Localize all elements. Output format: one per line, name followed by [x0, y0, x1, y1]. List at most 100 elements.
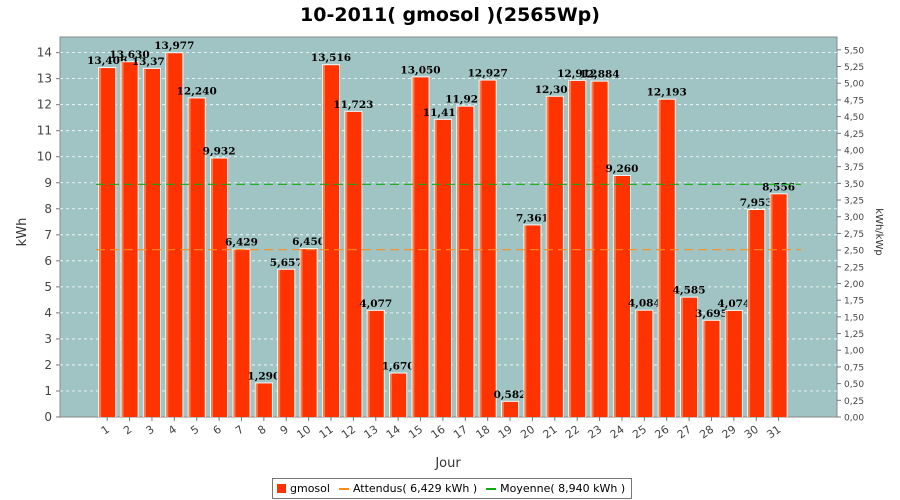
y2-tick-label: 5,50: [844, 46, 864, 56]
bar: [143, 68, 161, 418]
bar-highlight: [211, 158, 214, 417]
data-label: 6,450: [292, 236, 325, 248]
data-label: 5,657: [270, 257, 303, 269]
data-label: 11,416: [423, 107, 463, 119]
y2-tick-label: 4,00: [844, 146, 864, 156]
data-label: 4,585: [673, 285, 706, 297]
x-tick-label: 26: [653, 423, 672, 442]
bar: [367, 310, 384, 417]
bar-highlight: [569, 80, 572, 417]
legend-swatch-attendus: [338, 487, 349, 490]
data-label: 12,304: [535, 84, 575, 96]
x-tick-label: 15: [406, 423, 425, 442]
bar: [278, 269, 295, 417]
legend-swatch-moyenne: [486, 487, 497, 490]
chart-title: 10-2011( gmosol )(2565Wp): [300, 4, 600, 26]
x-tick-label: 25: [630, 423, 649, 442]
bar-highlight: [278, 269, 281, 417]
x-tick-label: 30: [742, 423, 761, 442]
legend-item-attendus: Attendus( 6,429 kWh ): [338, 482, 478, 495]
y2-tick-label: 1,00: [844, 347, 864, 357]
bar-highlight: [613, 175, 616, 417]
bar-highlight: [457, 106, 460, 417]
y-tick-label: 9: [44, 176, 52, 190]
bar-highlight: [501, 401, 504, 417]
y2-tick-label: 0,75: [844, 363, 864, 373]
y-tick-label: 10: [37, 150, 52, 164]
bar-highlight: [255, 383, 258, 417]
bar-highlight: [725, 310, 728, 417]
bar-highlight: [322, 65, 325, 418]
legend-label-gmosol: gmosol: [290, 482, 330, 495]
bar: [725, 310, 742, 417]
bar: [457, 106, 474, 417]
y-tick-label: 14: [37, 46, 52, 60]
y2-axis-label: kWh/kWp: [873, 208, 884, 255]
bar: [703, 320, 720, 417]
data-label: 13,050: [400, 64, 440, 76]
legend-item-moyenne: Moyenne( 8,940 kWh ): [486, 482, 625, 495]
bar-highlight: [434, 119, 437, 418]
bar: [546, 96, 563, 417]
x-tick-label: 8: [255, 423, 268, 438]
y-tick-label: 0: [44, 410, 52, 424]
data-label: 12,927: [468, 68, 508, 80]
bar-highlight: [636, 310, 639, 417]
x-tick-label: 2: [121, 423, 134, 438]
data-label: 8,556: [762, 181, 795, 193]
bar: [255, 383, 272, 417]
y2-tick-label: 1,50: [844, 313, 864, 323]
data-label: 12,193: [647, 87, 687, 99]
x-tick-label: 18: [473, 423, 492, 442]
y-tick-label: 4: [44, 306, 52, 320]
x-tick-label: 14: [384, 423, 403, 442]
x-tick-label: 10: [294, 423, 313, 442]
bar: [636, 310, 653, 417]
data-label: 7,953: [740, 197, 773, 209]
data-label: 13,977: [154, 40, 194, 52]
data-label: 9,932: [203, 145, 236, 157]
y-tick-label: 7: [44, 228, 52, 242]
x-tick-label: 3: [143, 423, 156, 438]
data-label: 12,884: [579, 69, 619, 81]
bar: [322, 65, 340, 418]
bar: [501, 401, 519, 417]
y2-tick-label: 2,00: [844, 280, 864, 290]
data-label: 9,260: [606, 163, 639, 175]
y2-tick-label: 1,75: [844, 297, 864, 307]
bar: [524, 225, 541, 417]
x-tick-label: 16: [429, 423, 448, 442]
x-tick-label: 9: [278, 423, 291, 438]
y2-tick-label: 3,75: [844, 163, 864, 173]
y-tick-label: 11: [37, 124, 52, 138]
x-tick-label: 27: [675, 423, 694, 442]
x-tick-label: 17: [451, 423, 470, 442]
y2-tick-label: 0,25: [844, 397, 864, 407]
x-tick-label: 29: [720, 423, 739, 442]
bar: [345, 111, 362, 417]
bar-highlight: [412, 77, 415, 417]
y2-tick-label: 0,00: [844, 414, 864, 424]
data-label: 3,695: [695, 308, 728, 320]
bar: [412, 77, 429, 417]
bar-highlight: [345, 111, 348, 417]
bar: [591, 81, 608, 417]
bar: [748, 210, 765, 417]
bar: [658, 99, 675, 417]
bar-highlight: [681, 297, 684, 417]
y2-tick-label: 2,50: [844, 247, 864, 257]
data-label: 4,084: [628, 298, 661, 310]
legend-label-attendus: Attendus( 6,429 kWh ): [352, 482, 478, 495]
y2-tick-label: 5,25: [844, 63, 864, 73]
data-label: 12,240: [177, 85, 217, 97]
data-label: 13,406: [87, 55, 127, 67]
data-label: 12,912: [557, 68, 597, 80]
chart-legend: gmosol Attendus( 6,429 kWh ) Moyenne( 8,…: [272, 478, 633, 499]
plot-area: 012345678910111213140,000,250,500,751,00…: [37, 36, 864, 442]
bar-highlight: [658, 99, 661, 417]
y2-tick-label: 3,25: [844, 197, 864, 207]
bar: [479, 80, 496, 418]
bar: [770, 194, 787, 417]
data-label: 13,375: [132, 56, 172, 68]
y-axis-label: kWh: [15, 218, 30, 247]
